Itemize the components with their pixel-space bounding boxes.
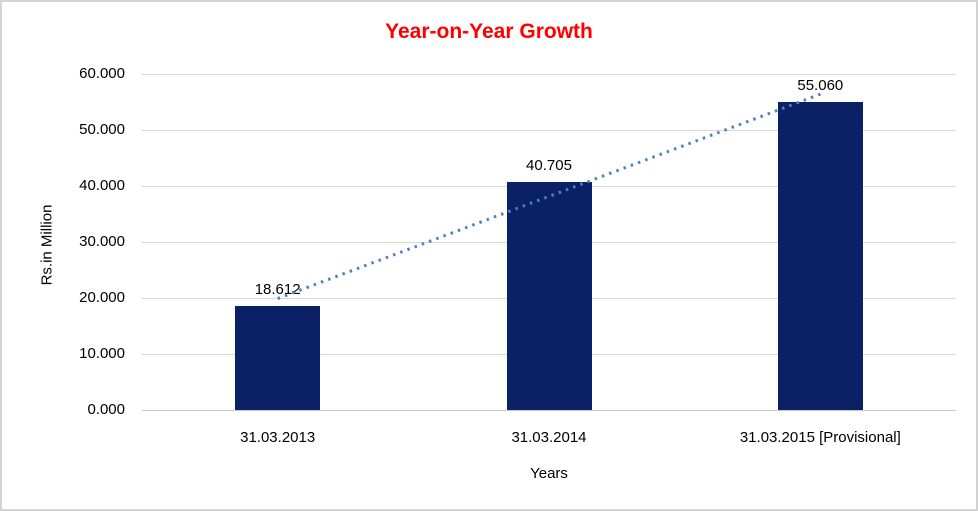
data-label: 55.060 [797, 76, 844, 94]
x-tick-label: 31.03.2015 [Provisional] [739, 429, 901, 446]
x-tick-label: 31.03.2014 [511, 429, 587, 446]
data-label: 40.705 [526, 157, 572, 175]
data-label: 18.612 [254, 280, 301, 298]
y-axis-title: Rs.in Million [38, 204, 56, 286]
bar [506, 182, 592, 410]
y-tick-label: 30.000 [79, 233, 125, 250]
x-axis-line [142, 409, 956, 411]
bar [777, 101, 863, 410]
y-tick-label: 60.000 [79, 65, 125, 82]
y-tick-label: 0.000 [87, 401, 125, 418]
chart-title: Year-on-Year Growth [385, 20, 593, 43]
y-tick-label: 20.000 [79, 289, 125, 306]
x-axis-title: Years [530, 465, 568, 482]
y-tick-label: 50.000 [79, 121, 125, 138]
y-tick-label: 10.000 [79, 345, 125, 362]
bar [235, 305, 321, 410]
y-tick-label: 40.000 [79, 177, 125, 194]
x-tick-label: 31.03.2013 [240, 429, 316, 446]
gridline [142, 73, 956, 75]
